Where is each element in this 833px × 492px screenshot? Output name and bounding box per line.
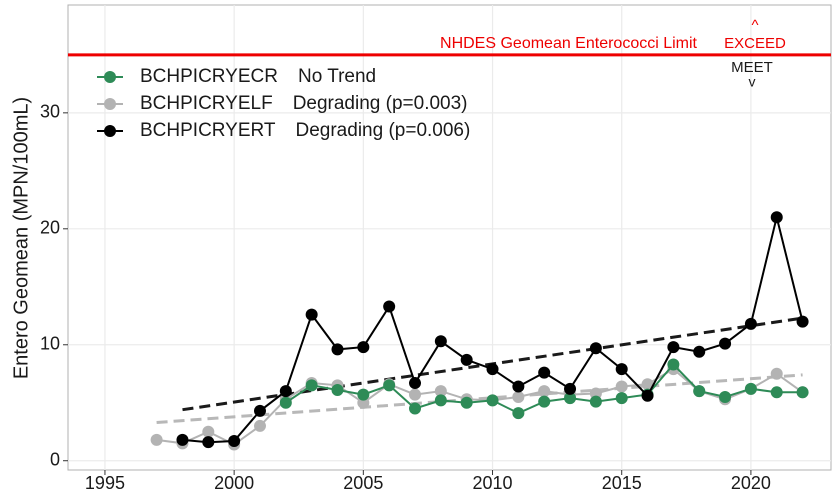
legend-trend: No Trend: [298, 66, 376, 87]
y-tick-label: 0: [50, 449, 60, 469]
data-point: [719, 337, 732, 350]
data-point: [615, 380, 628, 393]
legend-marker: [104, 98, 116, 110]
data-point: [770, 386, 783, 399]
data-point: [409, 377, 422, 390]
data-point: [486, 394, 499, 407]
data-point: [460, 396, 473, 409]
data-point: [744, 382, 757, 395]
exceed-label: EXCEED: [724, 35, 786, 52]
data-point: [357, 341, 370, 354]
data-point: [641, 378, 654, 391]
data-point: [253, 404, 266, 417]
data-point: [331, 343, 344, 356]
x-tick-label: 2000: [214, 473, 254, 492]
data-point: [434, 385, 447, 398]
y-axis-label: Entero Geomean (MPN/100mL): [10, 97, 32, 379]
data-point: [615, 363, 628, 376]
x-tick-label: 2005: [343, 473, 383, 492]
data-point: [409, 388, 422, 401]
data-point: [357, 388, 370, 401]
data-point: [253, 419, 266, 432]
meet-arrow: v: [749, 74, 756, 90]
data-point: [305, 308, 318, 321]
legend-trend: Degrading (p=0.006): [296, 120, 471, 141]
data-point: [667, 358, 680, 371]
data-point: [615, 392, 628, 405]
data-point: [770, 367, 783, 380]
y-tick-label: 20: [40, 218, 60, 238]
meet-label: MEET: [731, 59, 773, 76]
x-tick-label: 2020: [731, 473, 771, 492]
legend-trend: Degrading (p=0.003): [293, 93, 468, 114]
x-tick-label: 2015: [602, 473, 642, 492]
x-tick-label: 1995: [85, 473, 125, 492]
data-point: [512, 380, 525, 393]
data-point: [202, 425, 215, 438]
y-tick-label: 10: [40, 334, 60, 354]
data-point: [383, 300, 396, 313]
data-point: [434, 394, 447, 407]
data-point: [641, 389, 654, 402]
legend-label: BCHPICRYERT: [140, 120, 276, 141]
data-point: [693, 345, 706, 358]
data-point: [719, 390, 732, 403]
data-point: [383, 379, 396, 392]
legend-label: BCHPICRYECR: [140, 66, 278, 87]
data-point: [512, 407, 525, 420]
exceed-arrow: ^: [751, 17, 758, 34]
data-point: [176, 433, 189, 446]
data-point: [796, 386, 809, 399]
x-tick-label: 2010: [472, 473, 512, 492]
data-point: [538, 385, 551, 398]
data-point: [460, 353, 473, 366]
data-point: [486, 363, 499, 376]
data-point: [305, 379, 318, 392]
data-point: [202, 436, 215, 449]
data-point: [279, 385, 292, 398]
data-point: [796, 315, 809, 328]
legend-marker: [104, 125, 116, 137]
legend-label: BCHPICRYELF: [140, 93, 273, 114]
data-point: [228, 435, 241, 448]
data-point: [409, 402, 422, 415]
limit-label: NHDES Geomean Enterococci Limit: [440, 35, 698, 52]
data-point: [538, 366, 551, 379]
data-point: [434, 335, 447, 348]
data-point: [279, 396, 292, 409]
data-point: [744, 317, 757, 330]
data-point: [331, 383, 344, 396]
data-point: [150, 433, 163, 446]
data-point: [589, 342, 602, 355]
data-point: [512, 390, 525, 403]
data-point: [693, 385, 706, 398]
data-point: [770, 211, 783, 224]
data-point: [564, 392, 577, 405]
data-point: [564, 382, 577, 395]
y-tick-label: 30: [40, 102, 60, 122]
data-point: [589, 395, 602, 408]
legend-marker: [104, 71, 116, 83]
data-point: [538, 395, 551, 408]
data-point: [667, 341, 680, 354]
